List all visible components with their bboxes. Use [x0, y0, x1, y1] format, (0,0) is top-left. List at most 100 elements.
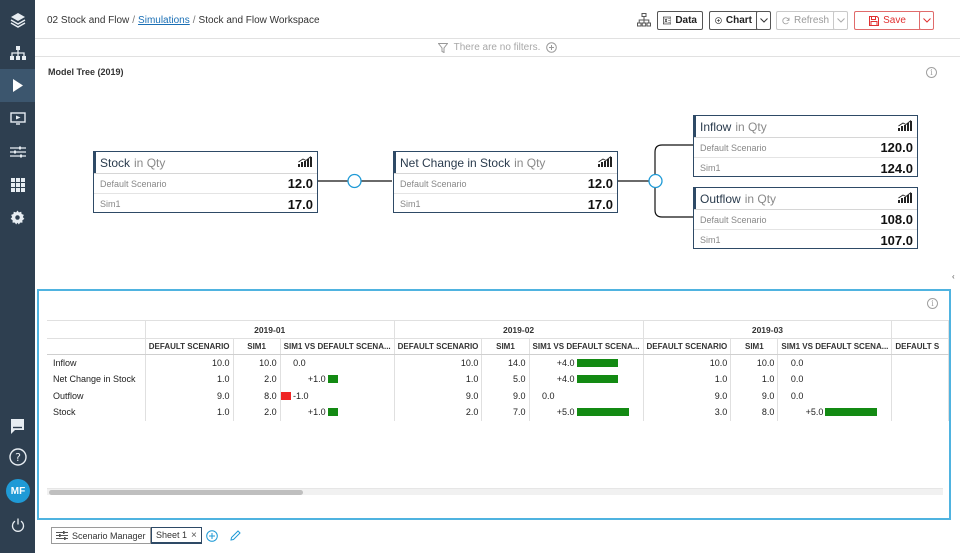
tab-sheet-1[interactable]: Sheet 1 ×: [151, 527, 202, 544]
cell-variance[interactable]: 0.0: [777, 371, 893, 388]
expand-node-circle[interactable]: [648, 173, 663, 189]
column-header[interactable]: DEFAULT SCENARIO: [145, 338, 234, 355]
node-net-change-in-stock[interactable]: Net Change in Stock in Qty Default Scenar…: [393, 151, 618, 213]
model-tree-icon[interactable]: [637, 13, 651, 30]
cell-default-scenario[interactable]: 9.0: [394, 387, 483, 404]
cell-variance[interactable]: +1.0: [280, 371, 395, 388]
cell-sim1[interactable]: 14.0: [481, 354, 530, 371]
cell-default-scenario[interactable]: 3.0: [643, 404, 732, 421]
table-row[interactable]: Stock 1.0 2.0 +1.0 2.0 7.0 +5.0 3.0 8.0 +5.0: [47, 404, 949, 421]
column-header[interactable]: SIM1 VS DEFAULT SCENA...: [777, 338, 893, 355]
cell-variance[interactable]: 0.0: [529, 387, 644, 404]
refresh-dropdown-button[interactable]: [833, 11, 848, 30]
filter-icon[interactable]: [437, 42, 448, 53]
scrollbar-thumb[interactable]: [49, 490, 303, 495]
node-unit: in Qty: [134, 155, 166, 170]
avatar[interactable]: MF: [6, 479, 30, 503]
cell-default-scenario[interactable]: 1.0: [145, 404, 234, 421]
column-header[interactable]: DEFAULT S: [891, 338, 949, 355]
tab-scenario-manager[interactable]: Scenario Manager: [51, 527, 151, 544]
expand-node-circle[interactable]: [347, 173, 362, 189]
cell-sim1[interactable]: 5.0: [481, 371, 530, 388]
save-dropdown-button[interactable]: [919, 11, 934, 30]
column-header[interactable]: DEFAULT SCENARIO: [394, 338, 483, 355]
bar-chart-icon[interactable]: [298, 156, 312, 168]
chart-button[interactable]: Chart: [709, 11, 757, 30]
cell-variance[interactable]: +5.0: [777, 404, 893, 421]
cell-default-scenario[interactable]: 9.0: [643, 387, 732, 404]
cell-default-scenario[interactable]: 2.0: [394, 404, 483, 421]
play-icon[interactable]: [0, 69, 35, 102]
info-icon[interactable]: i: [927, 298, 938, 309]
cell-variance[interactable]: -1.0: [280, 387, 395, 404]
cell-default-scenario[interactable]: 9.0: [145, 387, 234, 404]
cell-sim1[interactable]: 9.0: [730, 387, 779, 404]
breadcrumb-root[interactable]: 02 Stock and Flow: [47, 15, 130, 26]
table-row[interactable]: Inflow 10.0 10.0 0.0 10.0 14.0 +4.0 10.0 10.0 0.0: [47, 354, 949, 371]
cell-default-scenario[interactable]: 1.0: [643, 371, 732, 388]
breadcrumb-link-simulations[interactable]: Simulations: [138, 15, 190, 26]
cell-sim1[interactable]: 8.0: [233, 387, 281, 404]
horizontal-scrollbar[interactable]: [47, 488, 943, 495]
refresh-button[interactable]: Refresh: [776, 11, 834, 30]
cell-default-scenario[interactable]: 1.0: [394, 371, 483, 388]
cell-default-scenario[interactable]: 1.0: [145, 371, 234, 388]
chart-dropdown-button[interactable]: [756, 11, 771, 30]
cell-variance[interactable]: 0.0: [777, 354, 893, 371]
node-inflow[interactable]: Inflow in Qty Default Scenario 120.0 Sim1 1…: [693, 115, 918, 177]
node-stock[interactable]: Stock in Qty Default Scenario 12.0 Sim1 17.…: [93, 151, 318, 213]
cell-sim1[interactable]: 10.0: [233, 354, 281, 371]
grid-body: Inflow 10.0 10.0 0.0 10.0 14.0 +4.0 10.0 10.0 0.0…: [47, 354, 949, 421]
column-header[interactable]: SIM1: [730, 338, 779, 355]
cell-sim1[interactable]: 8.0: [730, 404, 779, 421]
hierarchy-icon[interactable]: [0, 36, 35, 69]
column-header[interactable]: SIM1 VS DEFAULT SCENA...: [280, 338, 395, 355]
cell-variance[interactable]: +1.0: [280, 404, 395, 421]
variance-bar: [280, 391, 292, 400]
cell-sim1[interactable]: 2.0: [233, 404, 281, 421]
info-icon[interactable]: i: [926, 67, 937, 78]
cell-sim1[interactable]: 2.0: [233, 371, 281, 388]
add-filter-icon[interactable]: [546, 42, 558, 53]
node-header: Net Change in Stock in Qty: [394, 152, 617, 174]
cell-variance[interactable]: 0.0: [777, 387, 893, 404]
gear-icon[interactable]: [0, 201, 35, 234]
chat-icon[interactable]: [0, 410, 35, 443]
cell-sim1[interactable]: 1.0: [730, 371, 779, 388]
help-icon[interactable]: ?: [0, 440, 35, 473]
cell-default-scenario[interactable]: 10.0: [145, 354, 234, 371]
layers-icon[interactable]: [0, 3, 35, 36]
chevron-left-icon[interactable]: ‹: [952, 272, 955, 281]
column-header[interactable]: SIM1: [233, 338, 281, 355]
presentation-icon[interactable]: [0, 102, 35, 135]
power-icon[interactable]: [0, 508, 35, 541]
save-button[interactable]: Save: [854, 11, 920, 30]
table-row[interactable]: Outflow 9.0 8.0 -1.0 9.0 9.0 0.0 9.0 9.0 0.0: [47, 387, 949, 404]
cell-default-scenario[interactable]: 10.0: [643, 354, 732, 371]
grid-icon[interactable]: [0, 168, 35, 201]
column-header[interactable]: SIM1 VS DEFAULT SCENA...: [529, 338, 644, 355]
table-row[interactable]: Net Change in Stock 1.0 2.0 +1.0 1.0 5.0 +4.0 1…: [47, 371, 949, 388]
close-icon[interactable]: ×: [191, 529, 197, 541]
node-outflow[interactable]: Outflow in Qty Default Scenario 108.0 Sim1…: [693, 187, 918, 249]
sliders-icon[interactable]: [0, 135, 35, 168]
bar-chart-icon[interactable]: [598, 156, 612, 168]
cell-sim1[interactable]: 10.0: [730, 354, 779, 371]
cell-sim1[interactable]: 7.0: [481, 404, 530, 421]
cell-variance[interactable]: 0.0: [280, 354, 395, 371]
cell-sim1[interactable]: 9.0: [481, 387, 530, 404]
pencil-icon[interactable]: [230, 530, 241, 541]
row-label: Outflow: [47, 387, 146, 404]
period-header: [891, 320, 949, 339]
cell-variance[interactable]: +5.0: [529, 404, 644, 421]
cell-variance[interactable]: +4.0: [529, 371, 644, 388]
bar-chart-icon[interactable]: [898, 192, 912, 204]
add-sheet-icon[interactable]: [206, 530, 218, 542]
cell-variance[interactable]: +4.0: [529, 354, 644, 371]
chevron-down-icon: [922, 18, 931, 23]
column-header[interactable]: DEFAULT SCENARIO: [643, 338, 732, 355]
data-button[interactable]: Data: [657, 11, 703, 30]
bar-chart-icon[interactable]: [898, 120, 912, 132]
cell-default-scenario[interactable]: 10.0: [394, 354, 483, 371]
column-header[interactable]: SIM1: [481, 338, 530, 355]
